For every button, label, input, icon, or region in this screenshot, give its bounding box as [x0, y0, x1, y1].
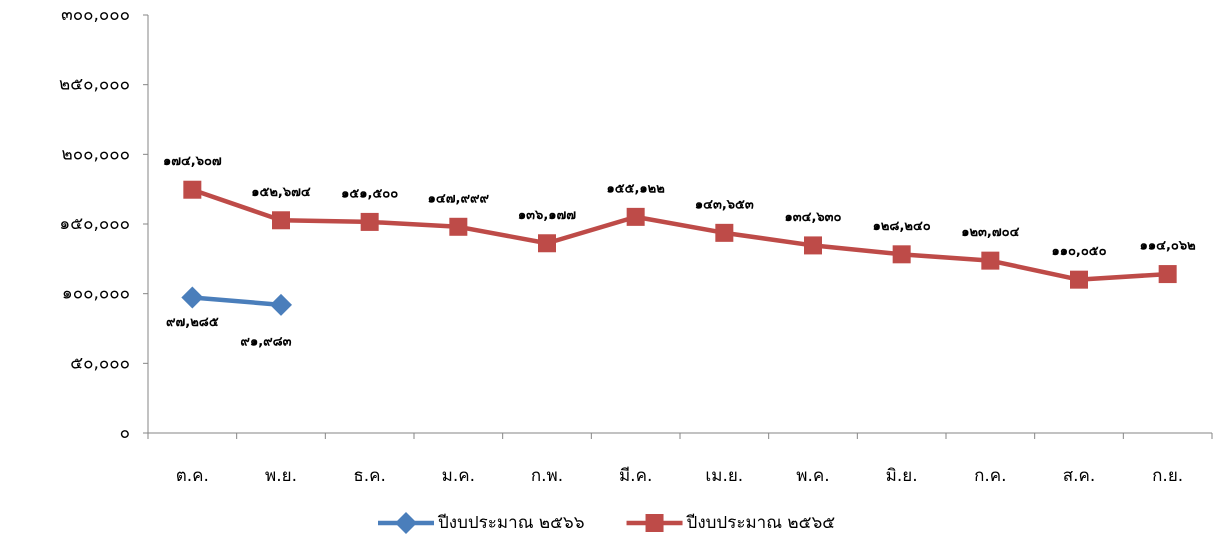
data-label: ๑๓๔,๖๓๐ [785, 210, 842, 225]
y-tick-label: ๒๐๐,๐๐๐ [62, 144, 131, 164]
marker [272, 211, 290, 230]
series-line [192, 295, 282, 308]
marker [1070, 270, 1088, 289]
data-label: ๑๔๗,๙๙๙ [428, 191, 490, 206]
marker [181, 286, 204, 309]
marker [449, 217, 468, 236]
marker [804, 236, 822, 255]
marker [645, 514, 664, 532]
data-label: ๑๑๐,๐๕๐ [1051, 244, 1106, 259]
x-tick-label: เม.ย. [705, 466, 743, 486]
marker [892, 245, 911, 264]
x-tick-label: พ.ย. [265, 466, 297, 486]
marker [395, 512, 417, 534]
marker [715, 223, 734, 242]
x-tick-label: ต.ค. [176, 466, 209, 486]
y-tick-label: ๑๐๐,๐๐๐ [62, 284, 130, 304]
marker [1158, 265, 1177, 284]
x-tick-label: มี.ค. [619, 466, 652, 486]
x-tick-label: ม.ค. [442, 466, 475, 486]
x-tick-label: พ.ค. [796, 466, 829, 486]
marker [270, 293, 292, 316]
x-tick-label: ส.ค. [1063, 466, 1096, 486]
marker [183, 180, 202, 199]
y-tick-label: ๓๐๐,๐๐๐ [61, 5, 130, 25]
data-label: ๑๕๕,๑๒๒ [607, 181, 665, 196]
y-tick-label: ๒๕๐,๐๐๐ [59, 75, 130, 95]
y-tick-label: ๑๕๐,๐๐๐ [59, 214, 130, 234]
x-tick-label: มิ.ย. [886, 466, 918, 486]
data-label: ๑๓๖,๑๗๗ [518, 208, 576, 223]
marker [538, 234, 556, 253]
data-label: ๑๒๘,๒๔๐ [873, 219, 931, 234]
data-label: ๑๕๒,๖๗๔ [251, 185, 311, 200]
series-line [191, 187, 1168, 282]
x-tick-label: ธ.ค. [353, 466, 386, 486]
y-tick-label: ๐ [120, 423, 130, 443]
marker [360, 212, 379, 231]
legend-label: ปีงบประมาณ ๒๕๖๖ [437, 513, 584, 533]
data-label: ๙๑,๙๘๓ [240, 334, 291, 349]
marker [981, 251, 1000, 270]
x-tick-label: ก.ย. [1152, 466, 1183, 486]
y-tick-label: ๕๐,๐๐๐ [70, 353, 130, 373]
data-label: ๑๗๔,๖๐๗ [163, 154, 222, 169]
marker [626, 207, 645, 226]
data-label: ๑๑๔,๐๖๒ [1140, 239, 1196, 254]
data-label: ๑๒๓,๗๐๔ [961, 225, 1019, 240]
data-label: ๙๗,๒๘๕ [166, 315, 219, 330]
legend-label: ปีงบประมาณ ๒๕๖๕ [686, 513, 836, 533]
data-label: ๑๕๑,๕๐๐ [341, 186, 398, 201]
x-tick-label: ก.พ. [531, 466, 563, 486]
data-label: ๑๔๓,๖๕๓ [695, 197, 754, 212]
x-tick-label: ก.ค. [974, 466, 1006, 486]
